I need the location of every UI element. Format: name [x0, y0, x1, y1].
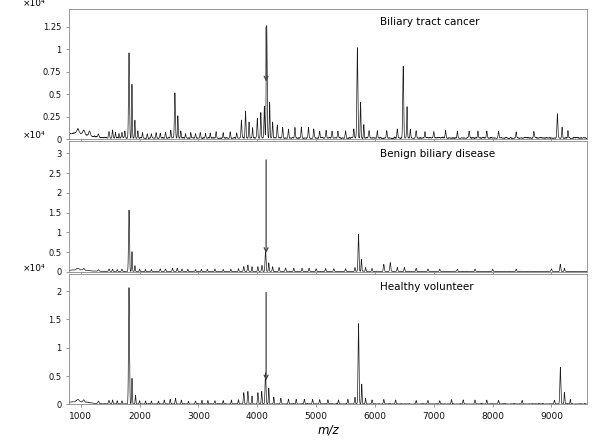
Text: ×10⁴: ×10⁴ — [22, 131, 45, 140]
Text: Healthy volunteer: Healthy volunteer — [380, 282, 473, 292]
Text: Biliary tract cancer: Biliary tract cancer — [380, 17, 479, 27]
Text: ×10⁴: ×10⁴ — [22, 264, 45, 273]
Text: ×10⁴: ×10⁴ — [22, 0, 45, 8]
Text: Benign biliary disease: Benign biliary disease — [380, 149, 495, 159]
X-axis label: m/z: m/z — [317, 424, 339, 437]
